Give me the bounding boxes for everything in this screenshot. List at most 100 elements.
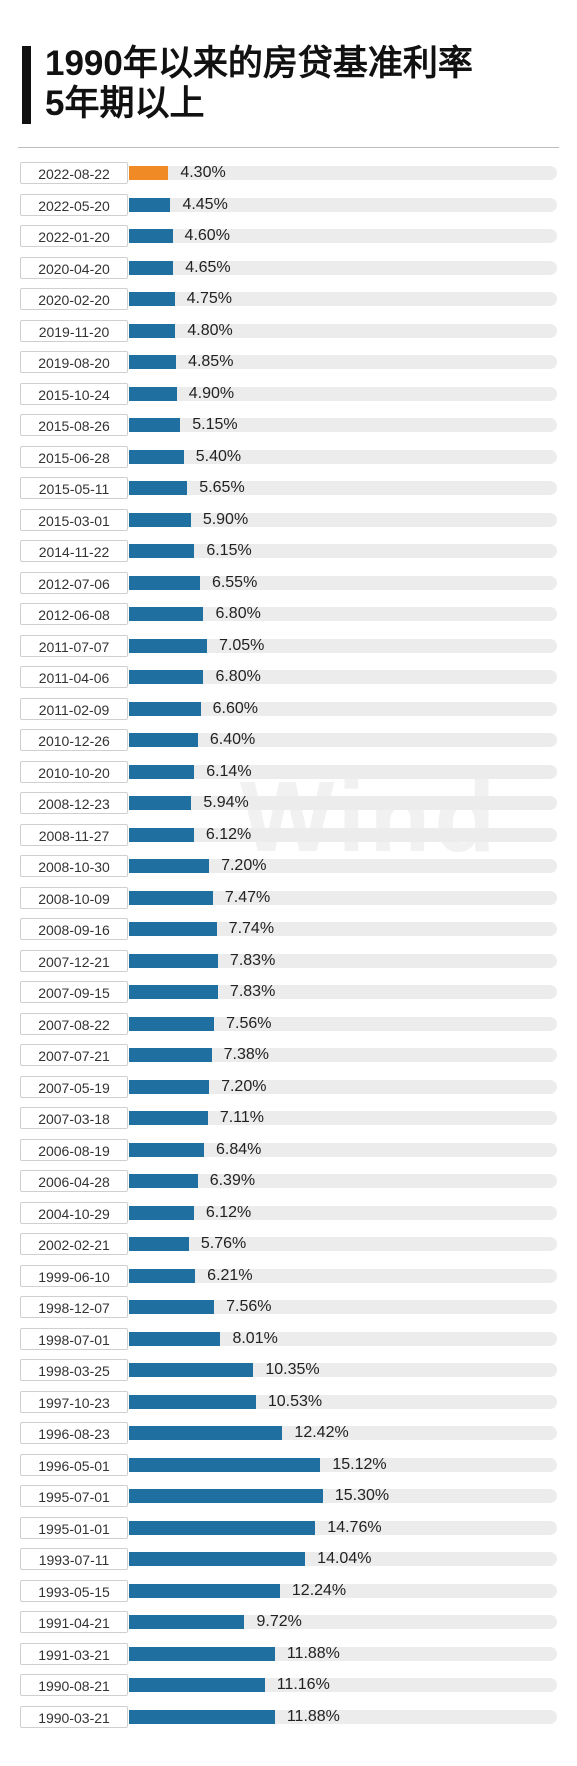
date-label: 2015-10-24 bbox=[20, 382, 128, 405]
bar-track bbox=[129, 512, 557, 527]
rate-bar bbox=[129, 796, 192, 810]
date-label: 2008-09-16 bbox=[20, 918, 128, 940]
bar-track bbox=[129, 922, 557, 936]
bar-track bbox=[129, 323, 557, 338]
rate-bar bbox=[129, 166, 169, 180]
bar-track bbox=[129, 985, 557, 999]
date-label: 1995-01-01 bbox=[20, 1516, 128, 1539]
bar-track bbox=[129, 764, 557, 779]
rate-bar bbox=[129, 890, 213, 905]
value-label: 4.85% bbox=[188, 353, 234, 370]
rate-bar bbox=[129, 1331, 221, 1346]
date-label: 2010-10-20 bbox=[20, 760, 128, 783]
date-label: 1996-05-01 bbox=[20, 1453, 128, 1476]
rate-bar bbox=[129, 1457, 321, 1472]
value-label: 15.30% bbox=[334, 1487, 390, 1504]
title-divider bbox=[18, 147, 559, 148]
chart-row: 2011-02-09 6.60% bbox=[0, 694, 577, 726]
rate-bar bbox=[129, 953, 218, 968]
rate-bar bbox=[129, 229, 173, 243]
chart-row: 2008-10-30 7.20% bbox=[0, 851, 577, 883]
bar-track bbox=[129, 1205, 557, 1220]
chart-row: 2014-11-22 6.15% bbox=[0, 536, 577, 568]
rate-bar bbox=[129, 827, 194, 842]
value-label: 7.20% bbox=[221, 857, 267, 874]
chart-title-line1: 1990年以来的房贷基准利率 bbox=[45, 44, 473, 83]
date-label: 1997-10-23 bbox=[20, 1390, 128, 1413]
value-label: 7.56% bbox=[226, 1014, 272, 1032]
rate-bar bbox=[129, 1111, 208, 1125]
chart-row: 2011-07-07 7.05% bbox=[0, 631, 577, 663]
chart-row: 2015-06-28 5.40% bbox=[0, 442, 577, 474]
chart-row: 2008-10-09 7.47% bbox=[0, 883, 577, 915]
value-label: 6.40% bbox=[209, 731, 256, 748]
rate-bar bbox=[129, 575, 200, 590]
value-label: 7.11% bbox=[219, 1109, 264, 1126]
value-label: 8.01% bbox=[232, 1329, 278, 1347]
value-label: 4.75% bbox=[186, 290, 233, 307]
chart-row: 2007-03-18 7.11% bbox=[0, 1103, 577, 1135]
chart-row: 2007-09-15 7.83% bbox=[0, 977, 577, 1009]
date-label: 2008-10-09 bbox=[20, 886, 128, 909]
chart-row: 2004-10-29 6.12% bbox=[0, 1198, 577, 1230]
rate-bar bbox=[129, 323, 176, 338]
rate-bar bbox=[129, 1300, 215, 1314]
chart-row: 2006-08-19 6.84% bbox=[0, 1135, 577, 1167]
date-label: 2012-06-08 bbox=[20, 603, 128, 625]
date-label: 2008-12-23 bbox=[20, 792, 128, 814]
value-label: 6.55% bbox=[211, 573, 258, 591]
date-label: 1998-12-07 bbox=[20, 1296, 128, 1318]
value-label: 7.83% bbox=[229, 983, 276, 1000]
chart-row: 1998-12-07 7.56% bbox=[0, 1292, 577, 1324]
date-label: 2015-06-28 bbox=[20, 445, 128, 468]
date-label: 2008-10-30 bbox=[20, 855, 128, 877]
date-label: 1998-07-01 bbox=[20, 1327, 128, 1350]
chart-row: 2020-04-20 4.65% bbox=[0, 253, 577, 285]
value-label: 6.80% bbox=[215, 668, 261, 685]
rate-bar bbox=[129, 355, 177, 369]
rate-bar bbox=[129, 1205, 194, 1220]
value-label: 7.83% bbox=[229, 951, 276, 969]
rate-bar bbox=[129, 607, 204, 621]
rate-bar bbox=[129, 1489, 323, 1503]
bar-track bbox=[129, 1016, 557, 1031]
bar-track bbox=[129, 796, 557, 810]
value-label: 12.42% bbox=[294, 1424, 349, 1441]
rate-bar bbox=[129, 985, 218, 999]
bar-track bbox=[129, 1300, 557, 1314]
bar-track bbox=[129, 418, 557, 432]
date-label: 2020-04-20 bbox=[20, 256, 128, 279]
rate-bar bbox=[129, 1583, 280, 1598]
rate-bar bbox=[129, 1048, 212, 1062]
chart-row: 2008-09-16 7.74% bbox=[0, 914, 577, 946]
value-label: 15.12% bbox=[332, 1455, 387, 1473]
rate-bar bbox=[129, 1520, 316, 1535]
chart-row: 2015-08-26 5.15% bbox=[0, 410, 577, 442]
chart-subtitle: 5年期以上 bbox=[45, 84, 205, 123]
date-label: 1993-07-11 bbox=[20, 1548, 128, 1570]
bar-track bbox=[129, 1079, 557, 1094]
chart-row: 2022-05-20 4.45% bbox=[0, 190, 577, 222]
chart-row: 1999-06-10 6.21% bbox=[0, 1261, 577, 1293]
rate-bar bbox=[129, 1237, 189, 1251]
value-label: 5.94% bbox=[203, 794, 249, 811]
value-label: 5.15% bbox=[192, 416, 238, 433]
bar-track bbox=[129, 292, 557, 306]
date-label: 2007-03-18 bbox=[20, 1107, 128, 1129]
value-label: 11.88% bbox=[286, 1707, 340, 1725]
date-label: 1995-07-01 bbox=[20, 1485, 128, 1507]
bar-track bbox=[129, 229, 557, 243]
chart-row: 1995-01-01 14.76% bbox=[0, 1513, 577, 1545]
date-label: 2012-07-06 bbox=[20, 571, 128, 594]
date-label: 2019-11-20 bbox=[20, 319, 128, 342]
value-label: 7.74% bbox=[228, 920, 275, 937]
rate-bar bbox=[129, 701, 201, 716]
chart-row: 2019-08-20 4.85% bbox=[0, 347, 577, 379]
date-label: 2015-05-11 bbox=[20, 477, 128, 499]
value-label: 6.21% bbox=[207, 1266, 253, 1284]
value-label: 6.12% bbox=[205, 825, 252, 843]
chart-row: 1996-08-23 12.42% bbox=[0, 1418, 577, 1450]
bar-track bbox=[129, 701, 557, 716]
value-label: 10.35% bbox=[265, 1361, 320, 1378]
